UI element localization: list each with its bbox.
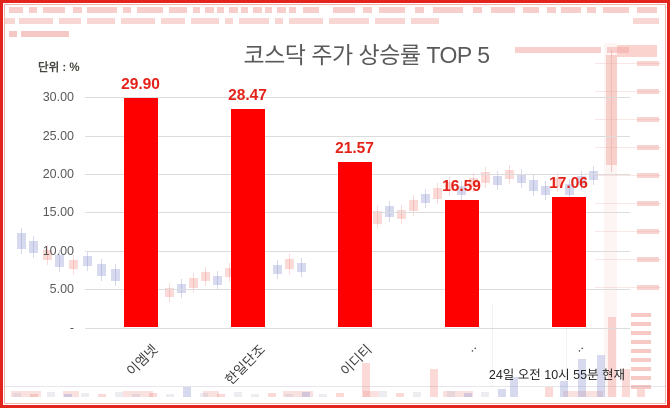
bar [551,196,586,328]
bar-value-label: 29.90 [121,76,160,94]
x-axis-category-text: 한일단조 [222,341,268,388]
bar-value-label: 16.59 [442,178,481,196]
bar-chart: 30.00 25.00 20.00 15.00 10.00 5.00 - 29.90 이엠넷 28… [3,3,667,405]
y-axis-tick-label: 30.00 [42,90,74,105]
x-axis-category-text: 이엠넷 [123,341,161,379]
bar-value-label: 21.57 [335,139,374,157]
bar [123,98,158,328]
bar-value-label: 28.47 [228,87,267,105]
x-axis-category-text: 이디티 [337,341,375,379]
y-axis-tick-label: 15.00 [42,205,74,220]
gridline [85,135,630,137]
y-axis-tick-label: - [69,320,74,335]
y-axis-tick-label: 10.00 [42,243,74,258]
gridline [85,327,630,329]
bar [337,161,372,328]
gridline [85,97,630,99]
unit-label: 단위 : % [38,62,80,74]
y-axis-tick-label: 5.00 [49,282,74,297]
x-axis-category-text: .. [570,338,587,355]
bar [444,200,479,328]
x-axis-category-text: .. [463,338,480,355]
bar [230,109,265,328]
y-axis-tick-label: 20.00 [42,167,74,182]
y-axis-tick-label: 25.00 [42,128,74,143]
as-of-timestamp: 24일 오전 10시 55분 현재 [488,368,625,382]
chart-title: 코스닥 주가 상승률 TOP 5 [243,42,490,68]
bar-value-label: 17.06 [549,174,588,192]
